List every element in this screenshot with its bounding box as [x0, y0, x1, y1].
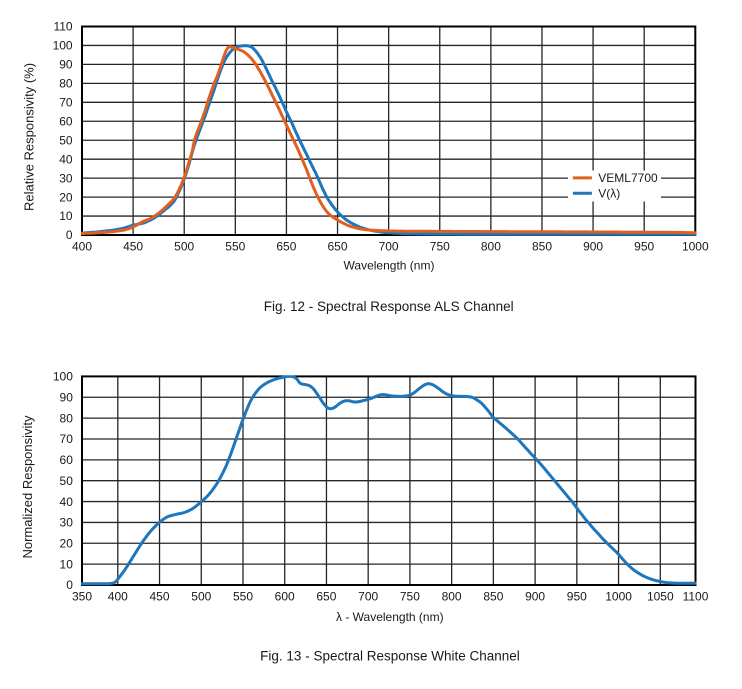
svg-text:1050: 1050 [647, 590, 674, 604]
svg-text:650: 650 [316, 590, 336, 604]
svg-text:100: 100 [53, 370, 73, 384]
svg-text:650: 650 [276, 240, 296, 254]
svg-text:Relative Responsivity (%): Relative Responsivity (%) [22, 63, 37, 211]
svg-text:650: 650 [327, 240, 347, 254]
svg-text:λ - Wavelength (nm): λ - Wavelength (nm) [336, 610, 444, 624]
svg-text:110: 110 [53, 20, 72, 34]
svg-text:60: 60 [60, 453, 74, 467]
svg-text:70: 70 [60, 432, 74, 446]
svg-text:950: 950 [634, 240, 654, 254]
svg-text:850: 850 [532, 240, 552, 254]
svg-text:Fig. 12 - Spectral Response AL: Fig. 12 - Spectral Response ALS Channel [264, 299, 514, 314]
svg-text:350: 350 [72, 590, 92, 604]
svg-text:900: 900 [525, 590, 545, 604]
svg-text:20: 20 [60, 537, 74, 551]
svg-text:30: 30 [60, 516, 74, 530]
svg-text:600: 600 [275, 590, 295, 604]
svg-text:20: 20 [59, 190, 73, 204]
svg-text:800: 800 [442, 590, 462, 604]
svg-text:450: 450 [123, 240, 143, 254]
svg-text:550: 550 [225, 240, 245, 254]
svg-text:400: 400 [72, 240, 92, 254]
svg-text:850: 850 [483, 590, 503, 604]
svg-text:VEML7700: VEML7700 [598, 171, 658, 185]
svg-text:450: 450 [149, 590, 169, 604]
svg-text:80: 80 [60, 411, 74, 425]
svg-text:500: 500 [174, 240, 194, 254]
svg-text:100: 100 [53, 39, 73, 53]
svg-text:1000: 1000 [682, 240, 709, 254]
svg-text:40: 40 [60, 495, 74, 509]
svg-text:80: 80 [59, 77, 73, 91]
svg-text:900: 900 [583, 240, 603, 254]
svg-text:800: 800 [481, 240, 501, 254]
svg-text:0: 0 [66, 578, 73, 592]
svg-text:550: 550 [233, 590, 253, 604]
svg-text:50: 50 [59, 133, 73, 147]
svg-text:10: 10 [59, 209, 73, 223]
svg-text:0: 0 [66, 228, 73, 242]
svg-text:70: 70 [59, 96, 73, 110]
svg-text:90: 90 [60, 391, 74, 405]
svg-text:90: 90 [59, 58, 73, 72]
svg-text:30: 30 [59, 171, 73, 185]
svg-text:950: 950 [567, 590, 587, 604]
svg-text:500: 500 [191, 590, 211, 604]
svg-text:10: 10 [60, 557, 74, 571]
svg-text:1000: 1000 [605, 590, 632, 604]
svg-text:Wavelength (nm): Wavelength (nm) [344, 259, 435, 273]
svg-text:400: 400 [108, 590, 128, 604]
svg-text:40: 40 [59, 152, 73, 166]
svg-text:Fig. 13 - Spectral Response Wh: Fig. 13 - Spectral Response White Channe… [260, 648, 520, 663]
svg-text:700: 700 [358, 590, 378, 604]
svg-text:1100: 1100 [683, 590, 709, 604]
svg-text:Normalized Responsivity: Normalized Responsivity [20, 415, 35, 559]
svg-text:V(λ): V(λ) [598, 186, 620, 200]
svg-text:750: 750 [430, 240, 450, 254]
svg-text:750: 750 [400, 590, 420, 604]
svg-text:60: 60 [59, 115, 73, 129]
svg-text:50: 50 [60, 474, 74, 488]
svg-text:700: 700 [379, 240, 399, 254]
